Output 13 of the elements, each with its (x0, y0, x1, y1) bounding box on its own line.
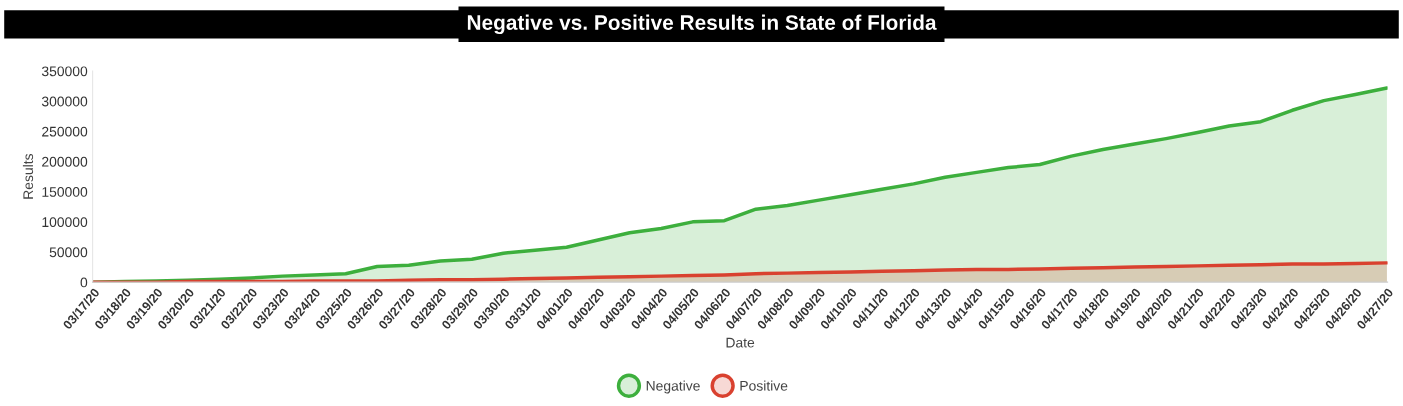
y-tick-label: 0 (80, 277, 88, 288)
y-tick-label: 300000 (41, 96, 88, 107)
legend-label: Positive (740, 380, 788, 391)
y-tick-label: 50000 (49, 247, 88, 258)
y-tick-label: 200000 (42, 156, 88, 167)
y-axis-title: Results (22, 153, 34, 199)
y-tick-label: 150000 (42, 187, 88, 197)
y-tick-label: 100000 (42, 217, 88, 228)
y-tick-label: 350000 (41, 66, 88, 77)
legend-label: Negative (646, 380, 700, 394)
y-tick-label: 250000 (42, 126, 88, 137)
x-axis-title: Date (726, 337, 755, 348)
chart-title: Negative vs. Positive Results in State of Florida (467, 14, 937, 35)
